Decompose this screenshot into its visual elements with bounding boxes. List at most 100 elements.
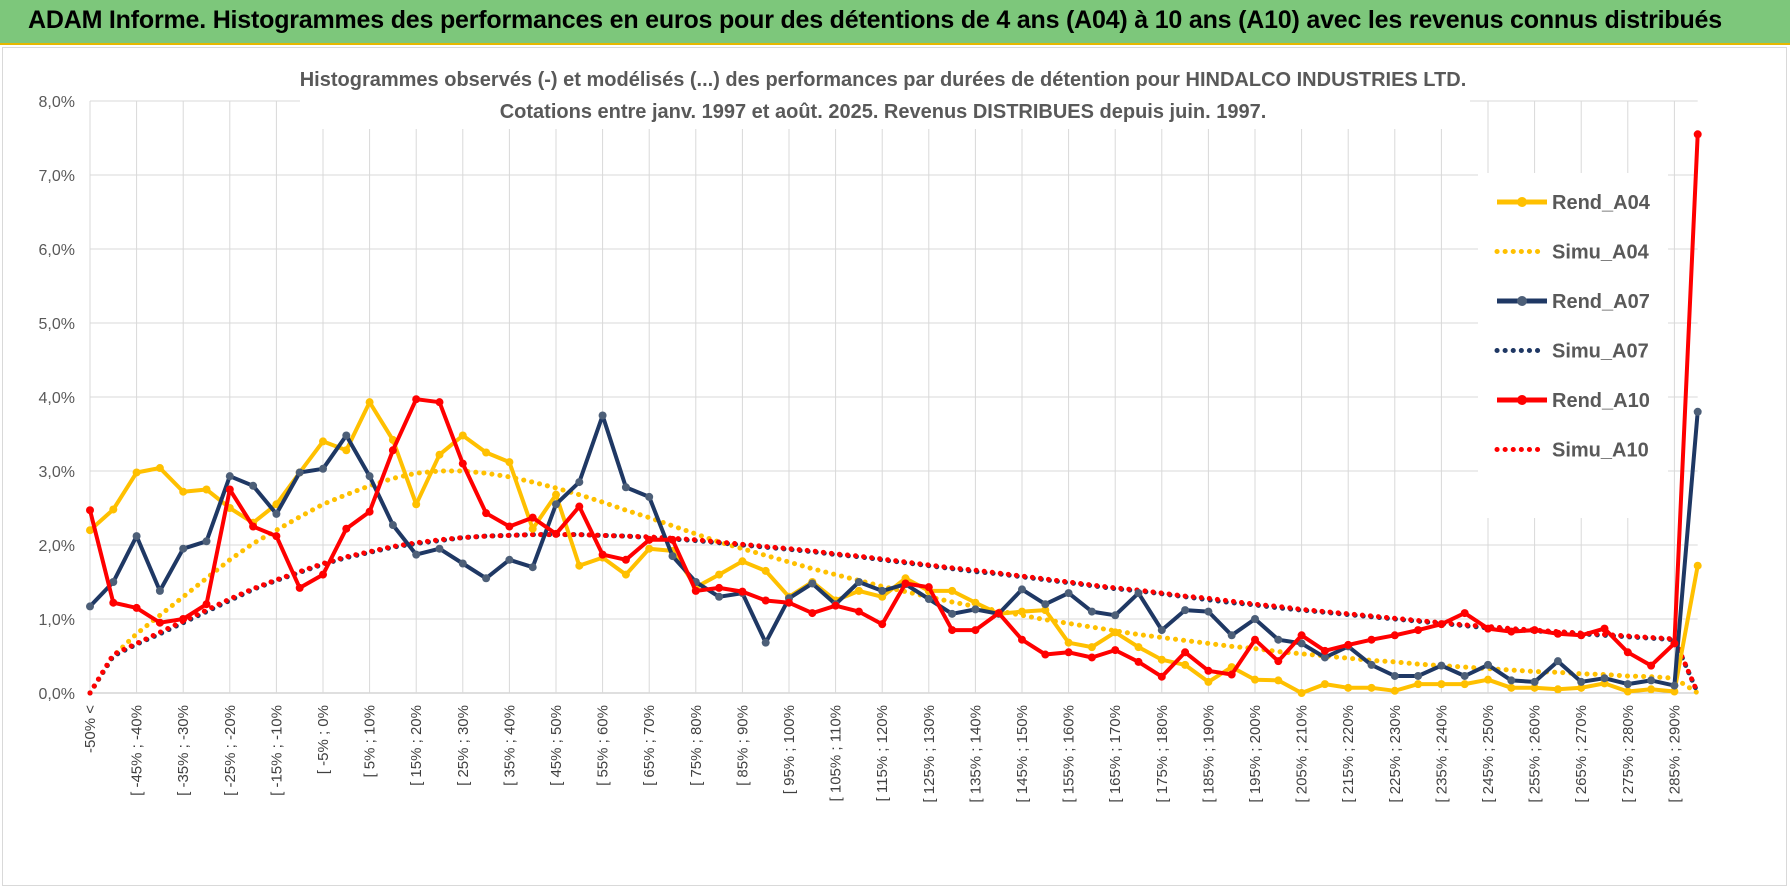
legend-label: Rend_A10 (1552, 390, 1650, 412)
data-point (901, 579, 910, 588)
y-tick-label: 2,0% (39, 538, 75, 555)
data-point (575, 478, 584, 487)
data-point (1530, 683, 1539, 692)
series-line (87, 532, 1701, 696)
data-point (1204, 607, 1213, 616)
data-point (1274, 676, 1283, 685)
data-point (878, 586, 887, 595)
y-tick-label: 4,0% (39, 390, 75, 407)
data-point (1344, 640, 1353, 649)
data-point (1437, 620, 1446, 629)
series-line (88, 400, 1700, 695)
data-point (1320, 653, 1329, 662)
data-point (854, 607, 863, 616)
data-point (412, 550, 421, 559)
x-tick-label: [ -15% ; -10% (268, 705, 285, 796)
series-line (87, 468, 1701, 696)
data-point (1390, 686, 1399, 695)
x-tick-label: [ 35% ; 40% (501, 705, 518, 786)
data-point (1320, 646, 1329, 655)
y-tick-label: 8,0% (39, 94, 75, 111)
data-point (878, 592, 887, 601)
data-point (1087, 643, 1096, 652)
data-point (365, 398, 374, 407)
data-point (1041, 606, 1050, 615)
data-point (1670, 681, 1679, 690)
x-tick-label: [ 125% ; 130% (921, 705, 938, 803)
data-point (155, 618, 164, 627)
data-point (272, 532, 281, 541)
x-tick-label: [ -45% ; -40% (129, 705, 146, 796)
data-point (388, 521, 397, 530)
report-banner: ADAM Informe. Histogrammes des performan… (0, 0, 1790, 45)
x-tick-label: [ 155% ; 160% (1061, 705, 1078, 803)
data-point (761, 566, 770, 575)
data-point (1553, 685, 1562, 694)
legend-item: Simu_A10 (1494, 440, 1649, 462)
data-point (1647, 676, 1656, 685)
data-point (1367, 660, 1376, 669)
data-point (1484, 675, 1492, 684)
x-tick-label: [ 85% ; 90% (734, 705, 751, 786)
data-point (715, 592, 724, 601)
data-point (528, 563, 537, 572)
data-point (1204, 677, 1213, 686)
data-point (435, 544, 444, 553)
legend-marker (1517, 395, 1527, 405)
x-tick-label: [ -25% ; -20% (222, 705, 239, 796)
data-point (1320, 680, 1329, 689)
data-point (1507, 627, 1516, 636)
data-point (1507, 683, 1516, 692)
data-point (295, 583, 304, 592)
data-point (482, 574, 491, 583)
data-point (971, 605, 980, 614)
data-point (1111, 646, 1120, 655)
data-point (808, 609, 817, 618)
data-point (878, 620, 887, 629)
x-tick-label: [ 25% ; 30% (455, 705, 472, 786)
data-point (645, 544, 654, 553)
data-point (808, 579, 817, 588)
data-point (1274, 657, 1283, 666)
x-tick-label: [ 185% ; 190% (1200, 705, 1217, 803)
data-point (761, 596, 770, 605)
x-tick-label: [ 275% ; 280% (1620, 705, 1637, 803)
data-point (1647, 685, 1656, 694)
legend-background (1478, 173, 1668, 518)
data-point (155, 464, 164, 473)
data-point (528, 524, 537, 533)
data-point (598, 550, 607, 559)
data-point (552, 490, 560, 499)
series-line (88, 411, 1700, 688)
data-point (1437, 661, 1446, 670)
data-point (994, 609, 1003, 618)
data-point (86, 506, 94, 515)
data-point (412, 395, 421, 404)
x-tick-label: [ 225% ; 230% (1387, 705, 1404, 803)
data-point (155, 586, 164, 595)
data-point (1111, 628, 1120, 637)
data-point (1227, 631, 1236, 640)
data-point (482, 509, 491, 518)
data-point (1460, 680, 1469, 689)
data-point (179, 615, 188, 623)
data-point (249, 522, 258, 531)
data-point (1623, 648, 1632, 657)
y-tick-label: 3,0% (39, 464, 75, 481)
data-point (668, 535, 677, 544)
performance-histogram-chart: 0,0% 1,0% 2,0% 3,0% 4,0% 5,0% 6,0% 7,0% 8,0% -50… (39, 61, 1702, 803)
data-point (365, 507, 374, 516)
legend-label: Simu_A07 (1552, 341, 1649, 363)
data-point (1693, 561, 1702, 570)
data-point (1530, 626, 1539, 635)
data-point (179, 487, 188, 496)
data-point (738, 557, 747, 566)
data-point (1460, 609, 1469, 618)
data-point (854, 578, 863, 586)
data-point (109, 598, 118, 607)
data-point (1577, 683, 1586, 692)
data-point (1087, 653, 1096, 662)
data-point (1553, 629, 1562, 638)
chart-title-line-1: Histogrammes observés (-) et modélisés (… (300, 69, 1467, 91)
data-point (1414, 626, 1423, 635)
